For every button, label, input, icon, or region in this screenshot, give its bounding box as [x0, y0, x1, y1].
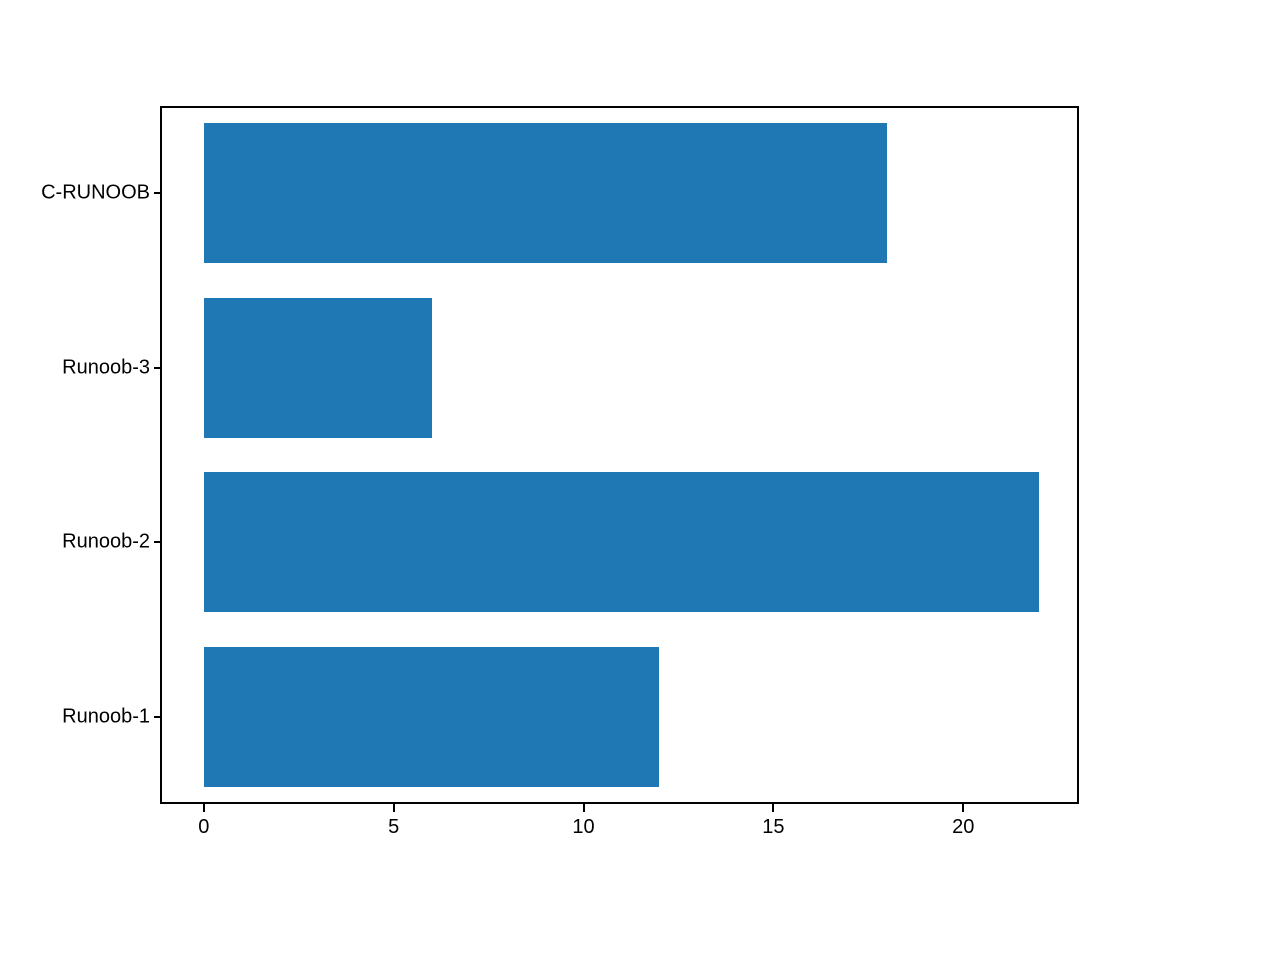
y-tick [154, 192, 162, 194]
y-tick-label: Runoob-2 [62, 531, 150, 554]
x-tick [772, 804, 774, 812]
y-tick [154, 716, 162, 718]
x-tick-label: 20 [952, 816, 974, 839]
bar-runoob-2 [204, 472, 1039, 612]
x-tick [393, 804, 395, 812]
x-tick-label: 10 [572, 816, 594, 839]
x-tick [962, 804, 964, 812]
x-tick-label: 15 [762, 816, 784, 839]
y-tick-label: C-RUNOOB [41, 182, 150, 205]
y-tick [154, 367, 162, 369]
x-tick [203, 804, 205, 812]
y-tick-label: Runoob-3 [62, 356, 150, 379]
y-tick-label: Runoob-1 [62, 705, 150, 728]
bar-runoob-3 [204, 298, 432, 438]
x-tick-label: 0 [198, 816, 209, 839]
chart-plot-area: 0 5 10 15 20 Runoob-1 Runoob-2 Runoob-3 … [160, 106, 1079, 804]
y-tick [154, 541, 162, 543]
x-tick [583, 804, 585, 812]
x-tick-label: 5 [388, 816, 399, 839]
bar-c-runoob [204, 123, 888, 263]
bar-runoob-1 [204, 647, 660, 787]
